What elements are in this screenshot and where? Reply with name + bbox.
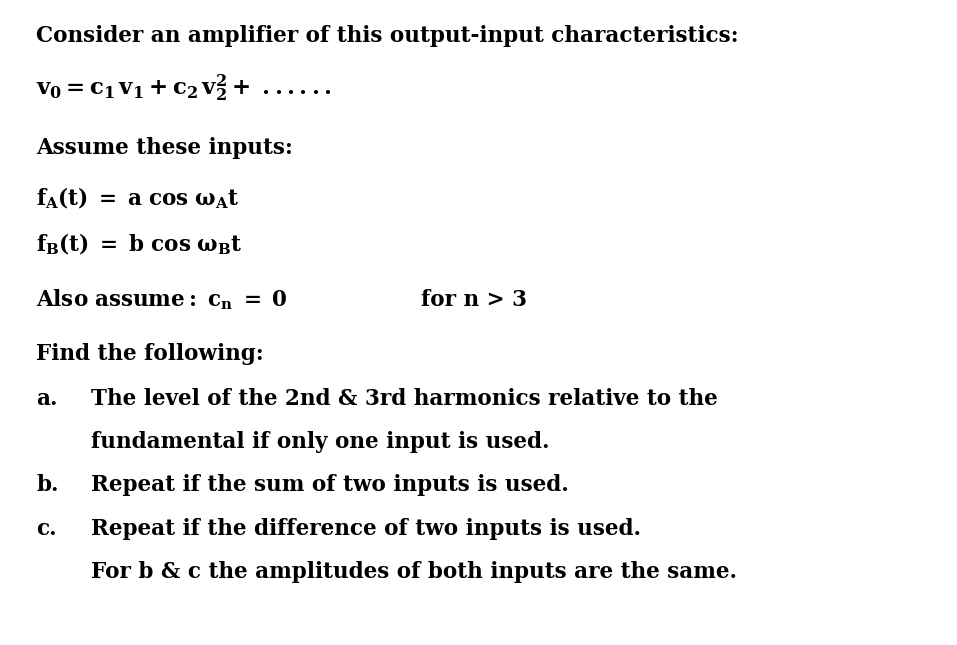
Text: For b & c the amplitudes of both inputs are the same.: For b & c the amplitudes of both inputs … [91, 561, 737, 583]
Text: The level of the 2nd & 3rd harmonics relative to the: The level of the 2nd & 3rd harmonics rel… [91, 388, 718, 410]
Text: $\mathbf{f_A(t)\ =\ a\ cos\ \omega_A t}$: $\mathbf{f_A(t)\ =\ a\ cos\ \omega_A t}$ [36, 186, 240, 212]
Text: $\mathbf{v_0 = c_1\,v_1 + c_2\,v_2^2 +\ ......}$: $\mathbf{v_0 = c_1\,v_1 + c_2\,v_2^2 +\ … [36, 72, 332, 104]
Text: fundamental if only one input is used.: fundamental if only one input is used. [91, 432, 549, 453]
Text: Repeat if the difference of two inputs is used.: Repeat if the difference of two inputs i… [91, 518, 641, 540]
Text: Repeat if the sum of two inputs is used.: Repeat if the sum of two inputs is used. [91, 475, 568, 497]
Text: $\mathbf{Also\ assume:\ c_n\ =\ 0}$: $\mathbf{Also\ assume:\ c_n\ =\ 0}$ [36, 288, 288, 312]
Text: b.: b. [36, 475, 59, 497]
Text: Consider an amplifier of this output-input characteristics:: Consider an amplifier of this output-inp… [36, 25, 739, 47]
Text: Assume these inputs:: Assume these inputs: [36, 137, 293, 159]
Text: Find the following:: Find the following: [36, 343, 264, 365]
Text: c.: c. [36, 518, 57, 540]
Text: $\mathbf{f_B(t)\ =\ b\ cos\ \omega_B t}$: $\mathbf{f_B(t)\ =\ b\ cos\ \omega_B t}$ [36, 232, 243, 257]
Text: for n > 3: for n > 3 [421, 290, 527, 312]
Text: a.: a. [36, 388, 57, 410]
